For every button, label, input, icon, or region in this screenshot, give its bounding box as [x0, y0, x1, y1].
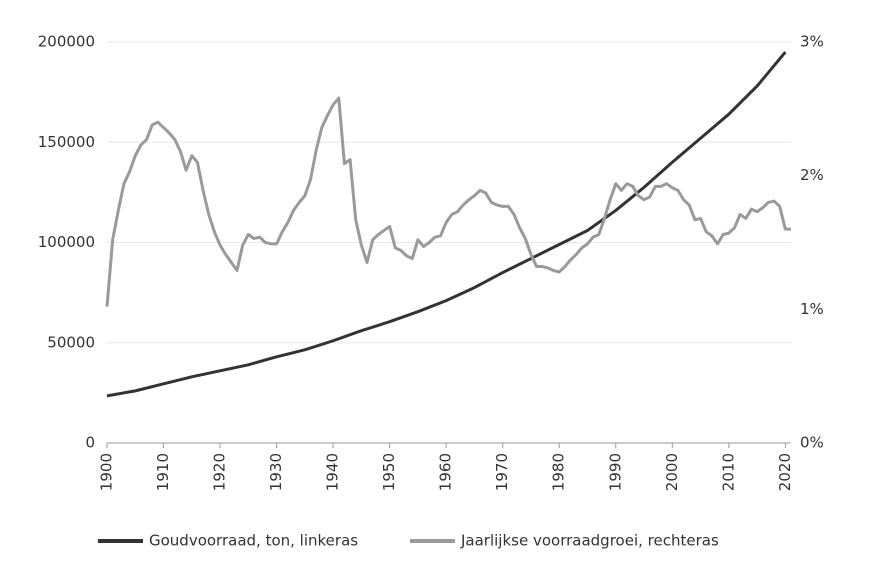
legend-label: Goudvoorraad, ton, linkeras: [149, 532, 358, 550]
x-tick-label: 1960: [437, 453, 455, 491]
y-tick-label: 100000: [38, 233, 95, 251]
y2-tick-label: 3%: [800, 33, 824, 51]
legend-label: Jaarlijkse voorraadgroei, rechteras: [460, 532, 719, 550]
x-tick-label: 1990: [606, 453, 624, 491]
x-tick-label: 1930: [267, 453, 285, 491]
x-tick-label: 2020: [776, 453, 794, 491]
x-tick-label: 1980: [550, 453, 568, 491]
y-tick-label: 200000: [38, 33, 95, 51]
series-line: [105, 96, 791, 307]
x-tick-label: 1970: [493, 453, 511, 491]
series-line: [106, 51, 787, 398]
y-tick-label: 50000: [47, 333, 95, 351]
x-tick-label: 2000: [663, 453, 681, 491]
x-tick-label: 1920: [211, 453, 229, 491]
y-tick-label: 150000: [38, 133, 95, 151]
x-tick-label: 2010: [719, 453, 737, 491]
y-tick-label: 0: [85, 434, 95, 452]
y2-tick-label: 1%: [800, 300, 824, 318]
x-tick-label: 1910: [154, 453, 172, 491]
y2-tick-label: 0%: [800, 434, 824, 452]
x-tick-label: 1950: [380, 453, 398, 491]
x-tick-label: 1900: [98, 453, 116, 491]
x-tick-label: 1940: [324, 453, 342, 491]
y2-tick-label: 2%: [800, 166, 824, 184]
